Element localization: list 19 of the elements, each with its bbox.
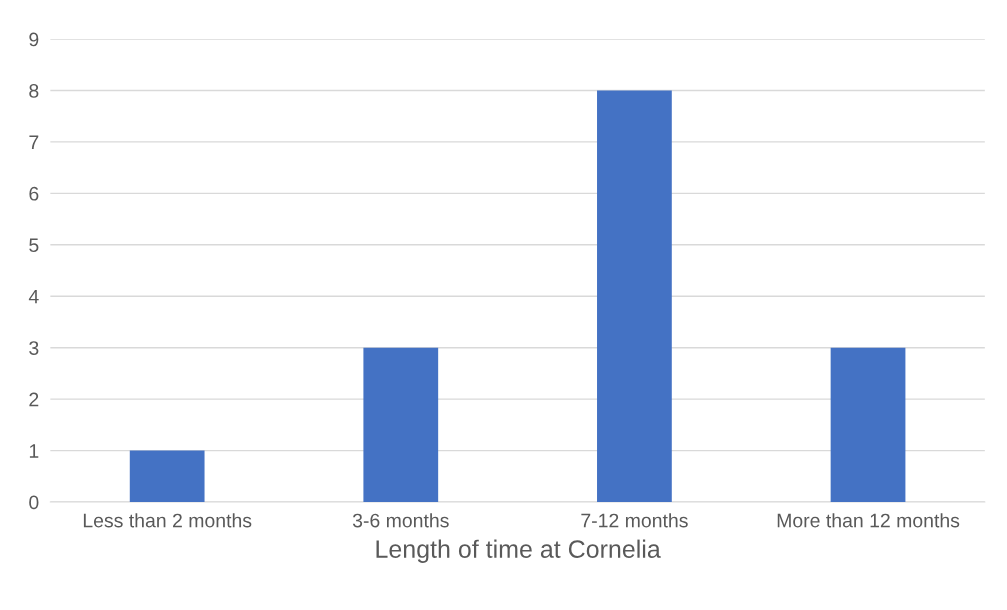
x-tick-label: Less than 2 months	[83, 513, 252, 528]
bar	[129, 450, 205, 503]
bar	[830, 347, 906, 503]
y-tick-label: 0	[29, 495, 39, 510]
x-axis-title: Length of time at Cornelia	[376, 539, 661, 563]
bar	[363, 347, 439, 503]
y-tick-label: 4	[28, 289, 39, 304]
y-tick-label: 8	[29, 83, 39, 98]
y-tick-label: 7	[29, 135, 39, 149]
x-tick-label: More than 12 months	[777, 513, 960, 528]
y-tick-label: 3	[29, 341, 39, 355]
bar	[597, 90, 672, 503]
x-tick-label: 7-12 months	[581, 513, 688, 528]
y-tick-label: 5	[29, 238, 39, 253]
y-tick-label: 2	[29, 392, 39, 407]
y-tick-label: 1	[29, 444, 39, 458]
y-tick-label: 6	[29, 186, 39, 201]
x-tick-label: 3-6 months	[352, 513, 449, 528]
y-tick-label: 9	[29, 32, 39, 47]
